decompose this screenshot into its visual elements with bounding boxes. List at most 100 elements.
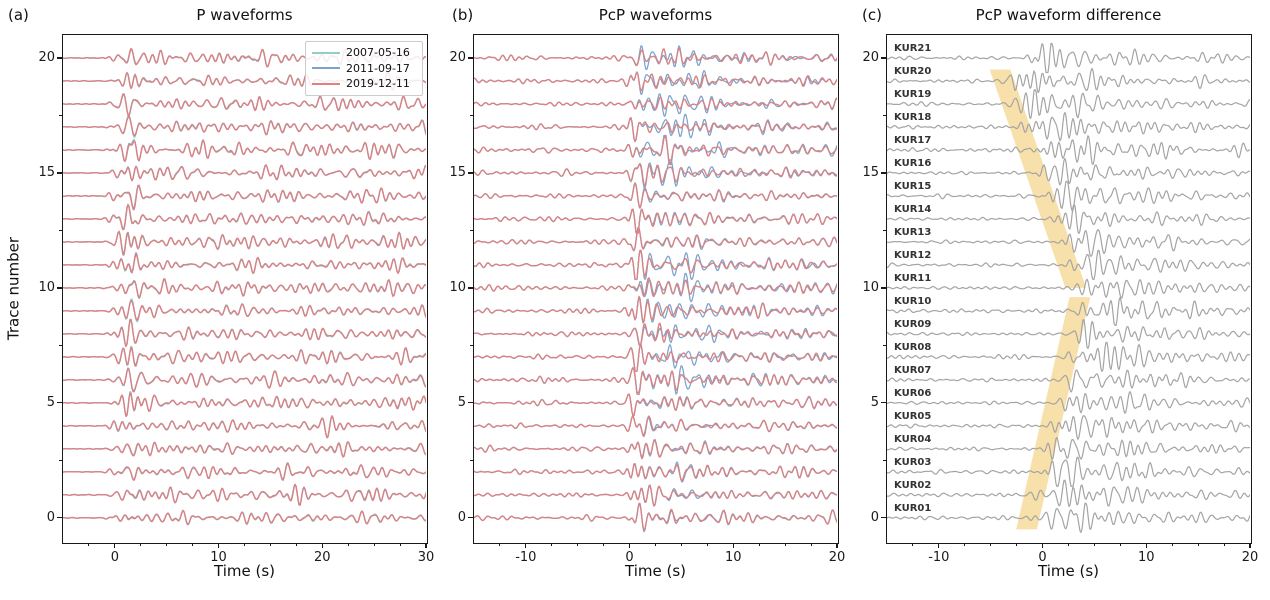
- y-tick: [468, 517, 473, 519]
- x-tick-label: 20: [314, 550, 331, 565]
- waveform-canvas-c: [887, 35, 1250, 542]
- x-minor-tick: [1119, 543, 1121, 547]
- legend-entry: 2019-12-11: [312, 76, 416, 92]
- y-tick: [881, 172, 886, 174]
- y-tick: [881, 402, 886, 404]
- legend-label: 2007-05-16: [346, 46, 410, 60]
- x-minor-tick: [655, 543, 656, 547]
- legend-line-swatch: [312, 82, 340, 85]
- y-tick: [57, 402, 62, 404]
- x-tick-label: 10: [1138, 550, 1155, 565]
- legend-line-swatch: [312, 51, 340, 54]
- y-minor-tick: [883, 459, 886, 461]
- station-label: KUR11: [894, 272, 932, 284]
- station-label: KUR15: [894, 180, 932, 192]
- plot-frame-c: [885, 33, 1252, 544]
- y-tick-label: 20: [38, 49, 55, 65]
- x-tick: [1249, 543, 1251, 548]
- y-tick: [468, 287, 473, 289]
- panel-letter-c: (c): [862, 6, 882, 24]
- station-label: KUR06: [894, 387, 932, 399]
- x-minor-tick: [499, 543, 501, 547]
- x-minor-tick: [166, 543, 168, 547]
- x-tick: [1145, 543, 1147, 548]
- station-label: KUR12: [894, 249, 932, 261]
- station-label: KUR02: [894, 479, 932, 491]
- x-tick: [628, 543, 631, 548]
- y-minor-tick: [883, 114, 886, 116]
- y-tick-label: 15: [449, 164, 466, 180]
- y-tick: [468, 172, 473, 174]
- station-label: KUR03: [894, 456, 932, 468]
- y-minor-tick: [883, 229, 886, 231]
- x-tick-label: 20: [828, 550, 846, 565]
- panel-title-a: P waveforms: [196, 6, 293, 24]
- y-tick: [57, 57, 62, 59]
- y-minor-tick: [59, 459, 62, 461]
- x-axis-label-b: Time (s): [625, 562, 686, 580]
- y-minor-tick: [470, 229, 473, 231]
- y-tick: [468, 402, 473, 404]
- plot-frame-b: [472, 33, 839, 544]
- panel-letter-a: (a): [8, 6, 29, 24]
- station-label: KUR05: [894, 410, 932, 422]
- y-tick-label: 10: [862, 279, 879, 295]
- y-tick-label: 0: [46, 509, 55, 525]
- y-tick-label: 0: [870, 509, 879, 525]
- x-tick: [836, 543, 838, 548]
- y-tick: [468, 57, 473, 59]
- y-minor-tick: [470, 344, 473, 346]
- x-tick-label: 30: [417, 550, 435, 565]
- station-label: KUR01: [894, 502, 932, 514]
- legend-label: 2011-09-17: [346, 61, 410, 75]
- y-minor-tick: [59, 344, 62, 346]
- x-minor-tick: [295, 543, 297, 547]
- station-label: KUR10: [894, 295, 932, 307]
- y-tick-label: 20: [862, 49, 879, 65]
- station-label: KUR17: [894, 134, 932, 146]
- x-minor-tick: [706, 543, 708, 547]
- y-tick-label: 5: [46, 394, 55, 410]
- x-tick-label: 0: [1038, 550, 1047, 565]
- x-minor-tick: [990, 543, 992, 547]
- station-label: KUR09: [894, 318, 932, 330]
- x-minor-tick: [244, 543, 245, 547]
- x-tick-label: 0: [625, 550, 634, 565]
- waveform-canvas-b: [474, 35, 837, 542]
- plot-frame-a: [61, 33, 428, 544]
- x-axis-label-a: Time (s): [214, 562, 275, 580]
- station-label: KUR07: [894, 364, 932, 376]
- x-minor-tick: [88, 543, 90, 547]
- y-tick-label: 5: [870, 394, 879, 410]
- station-label: KUR04: [894, 433, 932, 445]
- legend-label: 2019-12-11: [346, 77, 410, 91]
- y-tick: [57, 287, 62, 289]
- x-axis-label-c: Time (s): [1038, 562, 1099, 580]
- x-tick: [1041, 543, 1044, 548]
- waveform-canvas-a: [63, 35, 426, 542]
- x-minor-tick: [603, 543, 605, 547]
- x-minor-tick: [551, 543, 553, 547]
- y-minor-tick: [59, 229, 62, 231]
- x-tick: [732, 543, 734, 548]
- legend: 2007-05-16 2011-09-17 2019-12-11: [305, 41, 423, 96]
- x-minor-tick: [1068, 543, 1069, 547]
- x-minor-tick: [784, 543, 786, 547]
- y-tick-label: 10: [449, 279, 466, 295]
- y-tick-label: 15: [862, 164, 879, 180]
- y-tick: [881, 57, 886, 59]
- x-tick-label: -10: [515, 550, 537, 565]
- legend-entry: 2011-09-17: [312, 61, 416, 77]
- legend-entry: 2007-05-16: [312, 45, 416, 61]
- x-minor-tick: [269, 543, 271, 547]
- station-label: KUR19: [894, 88, 932, 100]
- x-tick-label: 10: [725, 550, 742, 565]
- y-tick-label: 15: [38, 164, 55, 180]
- x-minor-tick: [912, 543, 914, 547]
- x-tick: [114, 543, 116, 548]
- y-minor-tick: [59, 114, 62, 116]
- y-tick-label: 10: [38, 279, 55, 295]
- x-tick-label: 20: [1241, 550, 1259, 565]
- y-tick: [881, 517, 886, 519]
